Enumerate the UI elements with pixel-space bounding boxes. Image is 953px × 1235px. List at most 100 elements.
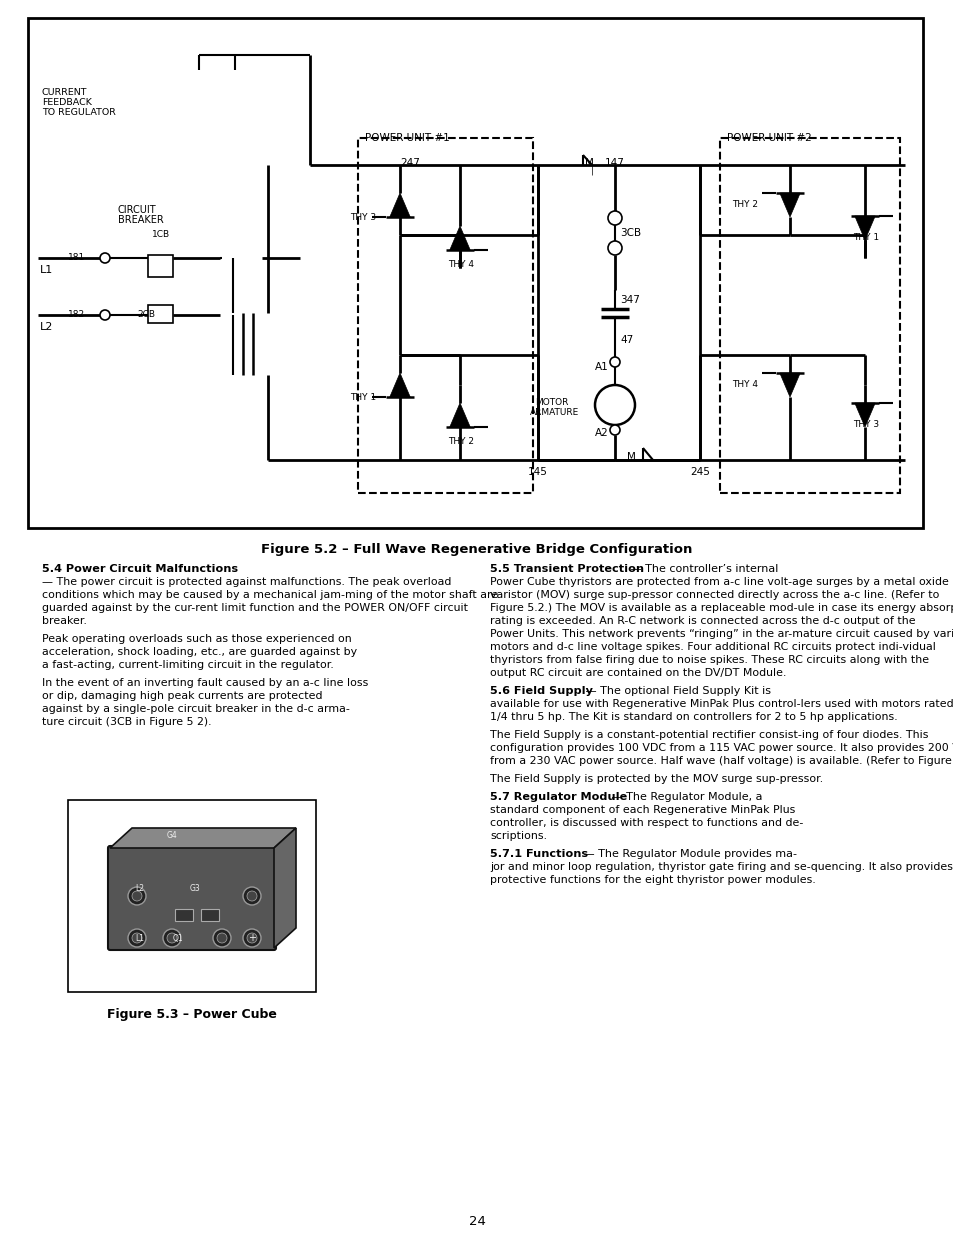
Text: In the event of an inverting fault caused by an a-c line loss: In the event of an inverting fault cause… xyxy=(42,678,368,688)
Circle shape xyxy=(213,929,231,947)
Text: The Field Supply is protected by the MOV surge sup-pressor.: The Field Supply is protected by the MOV… xyxy=(490,774,822,784)
Text: Figure 5.3 – Power Cube: Figure 5.3 – Power Cube xyxy=(107,1008,276,1021)
Circle shape xyxy=(607,241,621,254)
Text: TO REGULATOR: TO REGULATOR xyxy=(42,107,115,117)
Text: protective functions for the eight thyristor power modules.: protective functions for the eight thyri… xyxy=(490,876,815,885)
Text: 5.4 Power Circuit Malfunctions: 5.4 Power Circuit Malfunctions xyxy=(42,564,238,574)
Text: THY 3: THY 3 xyxy=(852,420,879,429)
Polygon shape xyxy=(390,193,410,217)
Text: 147: 147 xyxy=(604,158,624,168)
Circle shape xyxy=(243,887,261,905)
Polygon shape xyxy=(110,827,295,848)
Text: available for use with Regenerative MinPak Plus control-lers used with motors ra: available for use with Regenerative MinP… xyxy=(490,699,953,709)
Text: The Field Supply is a constant-potential rectifier consist-ing of four diodes. T: The Field Supply is a constant-potential… xyxy=(490,730,927,740)
Text: 347: 347 xyxy=(619,295,639,305)
Bar xyxy=(201,909,219,921)
Text: conditions which may be caused by a mechanical jam-ming of the motor shaft are: conditions which may be caused by a mech… xyxy=(42,590,497,600)
Text: 181: 181 xyxy=(68,253,85,262)
Text: L2: L2 xyxy=(40,322,53,332)
Text: G4: G4 xyxy=(167,831,177,840)
Text: BREAKER: BREAKER xyxy=(118,215,164,225)
Text: ture circuit (3CB in Figure 5 2).: ture circuit (3CB in Figure 5 2). xyxy=(42,718,212,727)
Text: breaker.: breaker. xyxy=(42,616,87,626)
Text: THY 2: THY 2 xyxy=(448,437,474,446)
Circle shape xyxy=(595,385,635,425)
Text: standard component of each Regenerative MinPak Plus: standard component of each Regenerative … xyxy=(490,805,795,815)
Text: L2: L2 xyxy=(135,884,144,893)
Text: 5.7.1 Functions: 5.7.1 Functions xyxy=(490,848,587,860)
Text: L1: L1 xyxy=(40,266,53,275)
Text: 247: 247 xyxy=(399,158,419,168)
Text: 47: 47 xyxy=(619,335,633,345)
Text: 182: 182 xyxy=(68,310,85,319)
Text: 5.7 Regulator Module: 5.7 Regulator Module xyxy=(490,792,626,802)
Polygon shape xyxy=(449,226,470,249)
Bar xyxy=(174,909,193,921)
Text: 145: 145 xyxy=(528,467,547,477)
Circle shape xyxy=(100,253,110,263)
Text: from a 230 VAC power source. Half wave (half voltage) is available. (Refer to Fi: from a 230 VAC power source. Half wave (… xyxy=(490,756,953,766)
Circle shape xyxy=(609,425,619,435)
Text: controller, is discussed with respect to functions and de-: controller, is discussed with respect to… xyxy=(490,818,802,827)
Circle shape xyxy=(163,929,181,947)
Text: or dip, damaging high peak currents are protected: or dip, damaging high peak currents are … xyxy=(42,692,322,701)
Text: Power Cube thyristors are protected from a-c line volt-age surges by a metal oxi: Power Cube thyristors are protected from… xyxy=(490,577,948,587)
Bar xyxy=(357,138,533,493)
Text: jor and minor loop regulation, thyristor gate firing and se-quencing. It also pr: jor and minor loop regulation, thyristor… xyxy=(490,862,952,872)
Text: — The power circuit is protected against malfunctions. The peak overload: — The power circuit is protected against… xyxy=(42,577,451,587)
Text: 5.5 Transient Protection: 5.5 Transient Protection xyxy=(490,564,643,574)
Text: ARMATURE: ARMATURE xyxy=(530,408,578,417)
Polygon shape xyxy=(779,373,800,396)
Text: Power Units. This network prevents “ringing” in the ar-mature circuit caused by : Power Units. This network prevents “ring… xyxy=(490,629,953,638)
Circle shape xyxy=(247,932,256,944)
Text: thyristors from false firing due to noise spikes. These RC circuits along with t: thyristors from false firing due to nois… xyxy=(490,655,928,664)
Bar xyxy=(720,138,899,493)
Circle shape xyxy=(100,310,110,320)
Text: 3CB: 3CB xyxy=(619,228,640,238)
Polygon shape xyxy=(779,193,800,217)
Circle shape xyxy=(128,929,146,947)
Text: motors and d-c line voltage spikes. Four additional RC circuits protect indi-vid: motors and d-c line voltage spikes. Four… xyxy=(490,642,935,652)
Polygon shape xyxy=(274,827,295,948)
Circle shape xyxy=(216,932,227,944)
Text: THY 2: THY 2 xyxy=(731,200,758,209)
Text: CIRCUIT: CIRCUIT xyxy=(118,205,156,215)
Circle shape xyxy=(243,929,261,947)
Text: L1: L1 xyxy=(135,934,144,944)
Text: POWER UNIT #2: POWER UNIT #2 xyxy=(726,133,811,143)
Circle shape xyxy=(607,211,621,225)
Text: THY 3: THY 3 xyxy=(350,212,375,222)
Text: Figure 5.2.) The MOV is available as a replaceable mod-ule in case its energy ab: Figure 5.2.) The MOV is available as a r… xyxy=(490,603,953,613)
Text: Figure 5.2 – Full Wave Regenerative Bridge Configuration: Figure 5.2 – Full Wave Regenerative Brid… xyxy=(261,543,692,556)
Text: Q1: Q1 xyxy=(172,934,183,944)
Text: 5.6 Field Supply: 5.6 Field Supply xyxy=(490,685,593,697)
Text: THY 1: THY 1 xyxy=(350,393,375,403)
Text: — The Regulator Module, a: — The Regulator Module, a xyxy=(607,792,761,802)
Text: A2: A2 xyxy=(595,429,608,438)
Text: THY 1: THY 1 xyxy=(852,233,879,242)
Text: guarded against by the cur-rent limit function and the POWER ON/OFF circuit: guarded against by the cur-rent limit fu… xyxy=(42,603,468,613)
Text: POWER UNIT #1: POWER UNIT #1 xyxy=(365,133,449,143)
Text: configuration provides 100 VDC from a 115 VAC power source. It also provides 200: configuration provides 100 VDC from a 11… xyxy=(490,743,953,753)
Text: A1: A1 xyxy=(595,362,608,372)
FancyBboxPatch shape xyxy=(108,846,275,950)
Polygon shape xyxy=(854,216,874,240)
Text: G3: G3 xyxy=(190,884,200,893)
Circle shape xyxy=(128,887,146,905)
Circle shape xyxy=(132,932,142,944)
Polygon shape xyxy=(854,403,874,427)
Text: +: + xyxy=(248,932,255,944)
Polygon shape xyxy=(449,403,470,427)
Text: 2CB: 2CB xyxy=(137,310,154,319)
Text: scriptions.: scriptions. xyxy=(490,831,546,841)
Text: varistor (MOV) surge sup-pressor connected directly across the a-c line. (Refer : varistor (MOV) surge sup-pressor connect… xyxy=(490,590,939,600)
Text: against by a single-pole circuit breaker in the d-c arma-: against by a single-pole circuit breaker… xyxy=(42,704,350,714)
Text: THY 4: THY 4 xyxy=(731,380,758,389)
Text: acceleration, shock loading, etc., are guarded against by: acceleration, shock loading, etc., are g… xyxy=(42,647,356,657)
Text: CURRENT: CURRENT xyxy=(42,88,88,98)
Bar xyxy=(68,800,315,992)
Circle shape xyxy=(247,890,256,902)
Circle shape xyxy=(132,890,142,902)
Bar xyxy=(148,254,172,277)
Bar xyxy=(148,305,172,324)
